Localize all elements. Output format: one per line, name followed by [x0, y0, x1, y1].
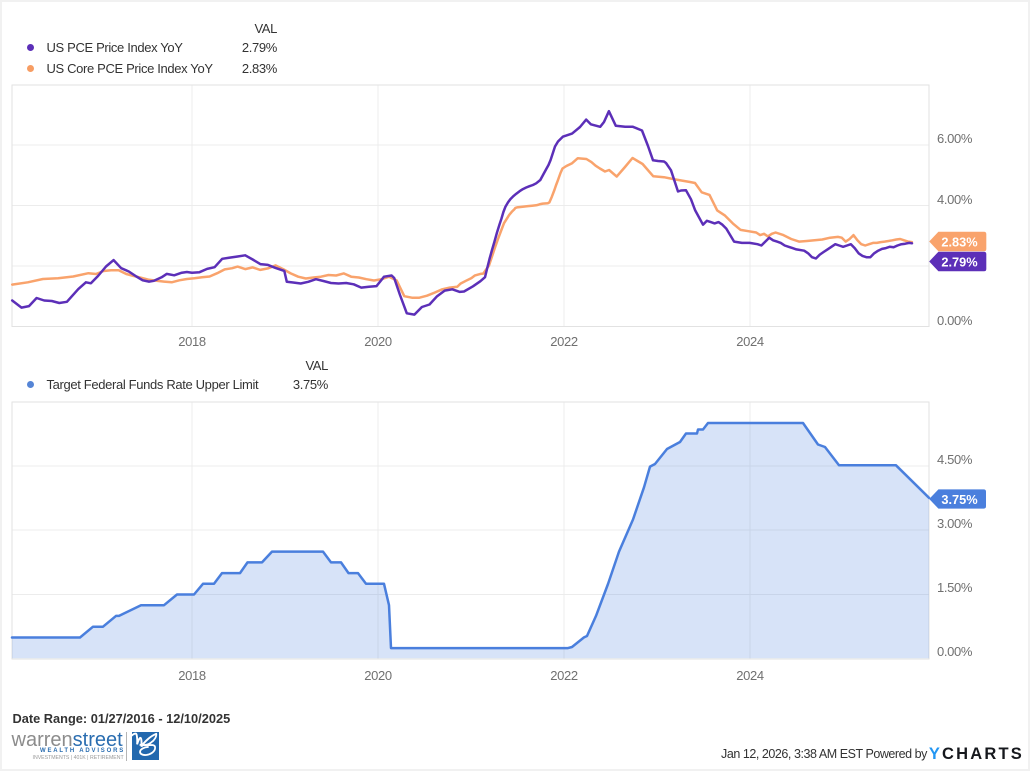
svg-text:2.79%: 2.79%	[941, 254, 978, 269]
svg-text:3.75%: 3.75%	[941, 492, 978, 507]
svg-text:2.83%: 2.83%	[941, 234, 978, 249]
